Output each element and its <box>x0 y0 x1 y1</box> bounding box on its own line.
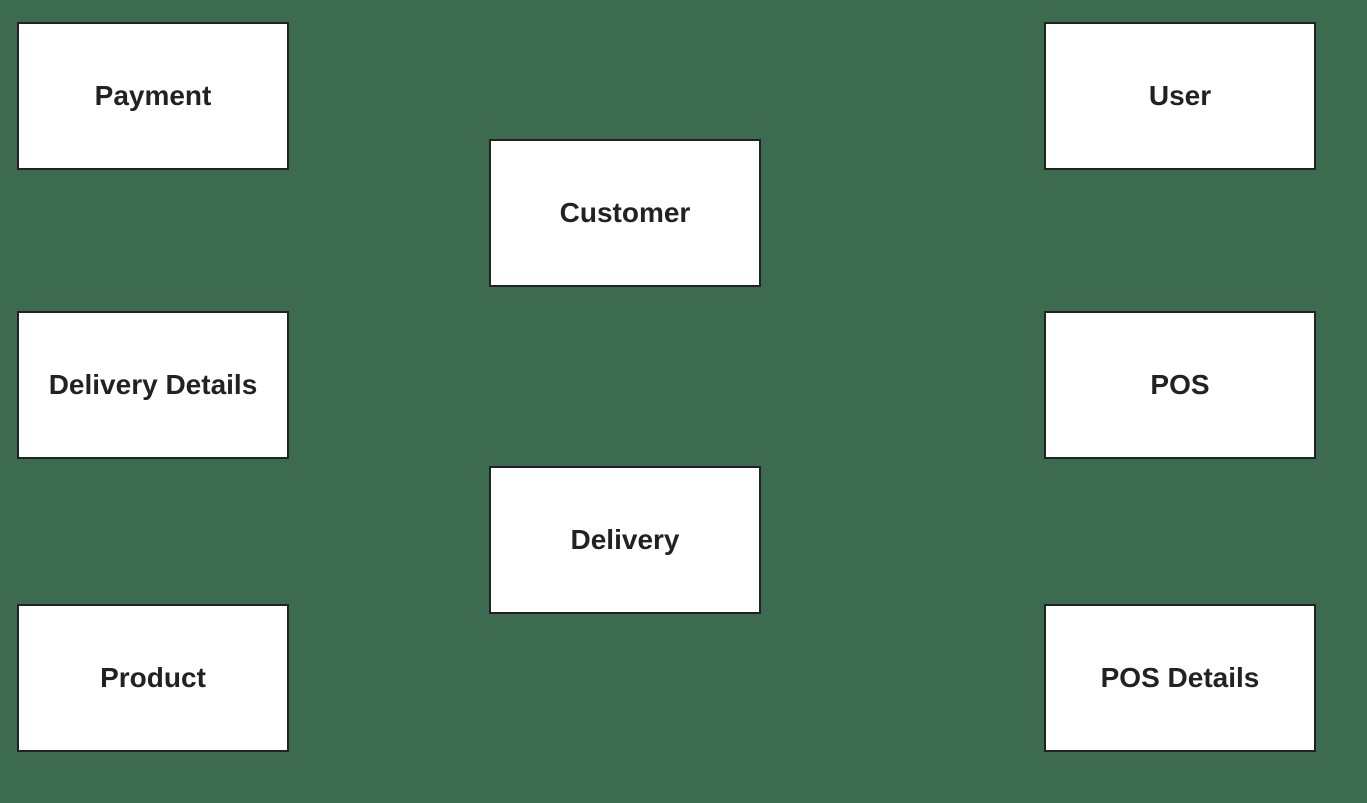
node-payment: Payment <box>17 22 289 170</box>
node-customer: Customer <box>489 139 761 287</box>
node-label-product: Product <box>92 661 214 695</box>
node-label-delivery: Delivery <box>563 523 688 557</box>
node-label-user: User <box>1141 79 1219 113</box>
node-pos-details: POS Details <box>1044 604 1316 752</box>
node-delivery-details: Delivery Details <box>17 311 289 459</box>
node-user: User <box>1044 22 1316 170</box>
node-label-delivery-details: Delivery Details <box>41 368 266 402</box>
node-label-pos: POS <box>1142 368 1217 402</box>
node-product: Product <box>17 604 289 752</box>
node-pos: POS <box>1044 311 1316 459</box>
node-label-customer: Customer <box>552 196 699 230</box>
node-label-payment: Payment <box>87 79 220 113</box>
node-delivery: Delivery <box>489 466 761 614</box>
node-label-pos-details: POS Details <box>1093 661 1268 695</box>
